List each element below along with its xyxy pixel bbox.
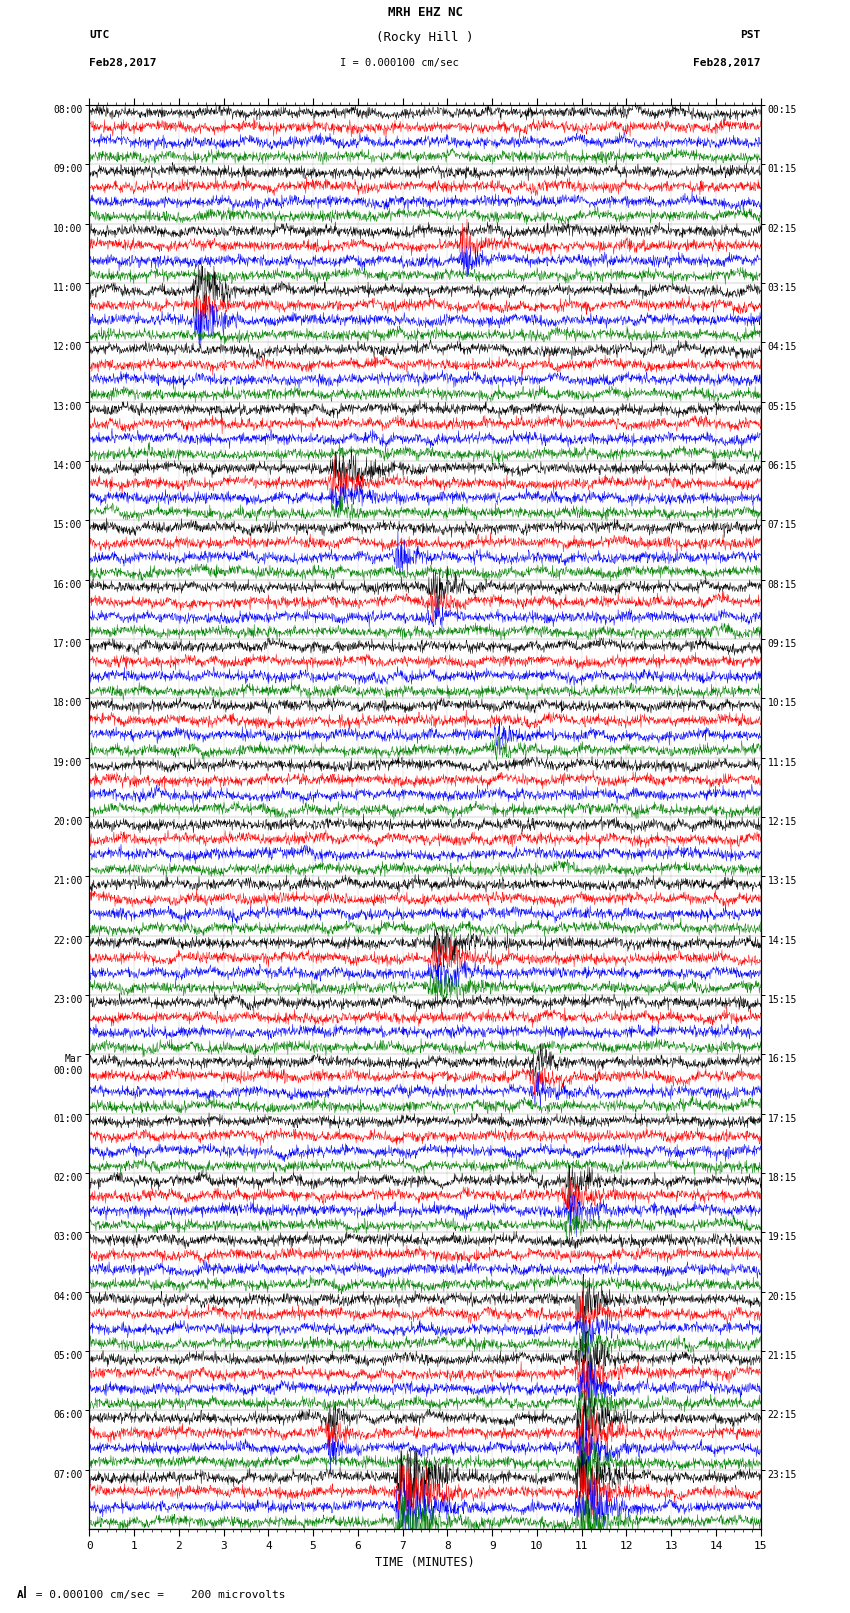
Text: (Rocky Hill ): (Rocky Hill ) bbox=[377, 31, 473, 44]
X-axis label: TIME (MINUTES): TIME (MINUTES) bbox=[375, 1557, 475, 1569]
Text: MRH EHZ NC: MRH EHZ NC bbox=[388, 6, 462, 19]
Text: Feb28,2017: Feb28,2017 bbox=[694, 58, 761, 68]
Text: UTC: UTC bbox=[89, 31, 110, 40]
Text: A: A bbox=[17, 1590, 24, 1600]
Text: = 0.000100 cm/sec =    200 microvolts: = 0.000100 cm/sec = 200 microvolts bbox=[29, 1590, 286, 1600]
Text: Feb28,2017: Feb28,2017 bbox=[89, 58, 156, 68]
Text: PST: PST bbox=[740, 31, 761, 40]
Text: I = 0.000100 cm/sec: I = 0.000100 cm/sec bbox=[340, 58, 459, 68]
